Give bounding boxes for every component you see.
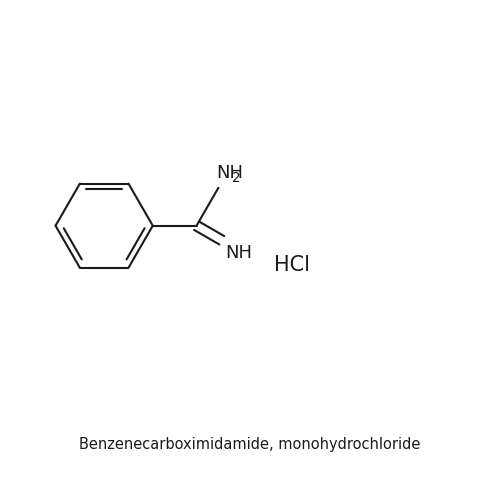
Text: Benzenecarboximidamide, monohydrochloride: Benzenecarboximidamide, monohydrochlorid… (80, 437, 420, 452)
Text: 2: 2 (232, 171, 240, 185)
Text: NH: NH (226, 244, 252, 262)
Text: HCl: HCl (274, 254, 310, 274)
Text: NH: NH (216, 164, 243, 182)
